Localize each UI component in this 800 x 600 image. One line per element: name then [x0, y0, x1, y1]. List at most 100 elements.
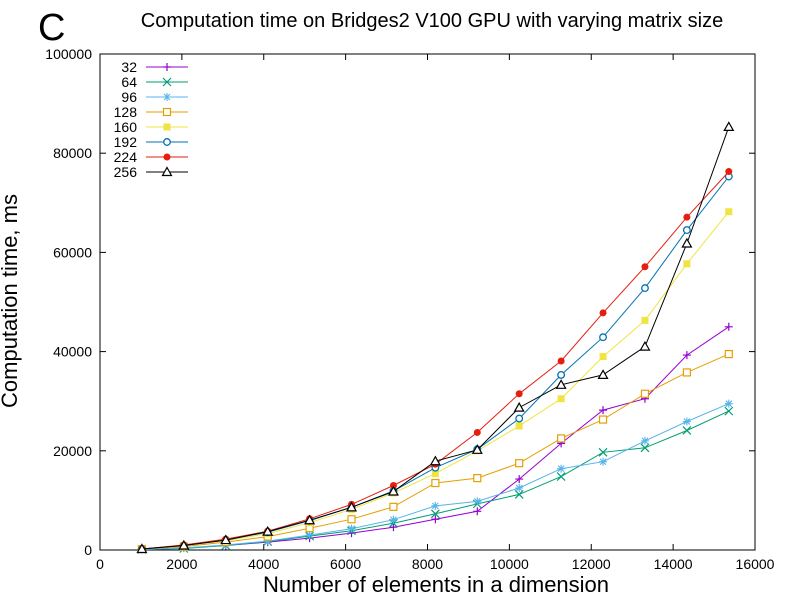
data-point [347, 524, 356, 533]
legend-label: 256 [114, 164, 138, 180]
x-tick-label: 0 [96, 556, 104, 572]
data-point [557, 434, 566, 443]
x-tick-label: 6000 [330, 556, 361, 572]
data-point [473, 507, 482, 516]
legend-label: 64 [121, 74, 137, 90]
data-point [429, 455, 441, 466]
data-point [347, 515, 356, 524]
data-point [682, 351, 691, 360]
series-32 [137, 322, 733, 554]
x-tick-label: 4000 [248, 556, 279, 572]
data-point [682, 368, 691, 377]
data-point [263, 537, 272, 546]
y-tick-label: 0 [84, 542, 92, 558]
data-point [641, 263, 649, 271]
data-point [599, 457, 608, 466]
x-axis-label: Number of elements in a dimension [263, 572, 609, 597]
data-point [431, 501, 440, 510]
y-tick-label: 60000 [53, 244, 92, 260]
data-point [639, 340, 651, 351]
data-point [514, 490, 524, 499]
x-tick-label: 8000 [412, 556, 443, 572]
data-point [683, 260, 691, 268]
data-point [431, 478, 440, 488]
data-point [599, 353, 607, 361]
y-axis-label: Computation time, ms [0, 194, 22, 408]
legend-label: 32 [121, 59, 137, 75]
data-point [724, 406, 734, 416]
data-point [556, 472, 566, 482]
y-tick-label: 20000 [53, 443, 92, 459]
data-point [163, 153, 171, 161]
data-point [513, 401, 525, 412]
data-point [387, 485, 399, 496]
data-point [473, 497, 482, 506]
data-point [555, 379, 567, 389]
y-tick-label: 40000 [53, 344, 92, 360]
data-point [163, 123, 171, 131]
data-point [723, 121, 735, 132]
data-point [305, 531, 314, 540]
legend-label: 160 [114, 119, 138, 135]
data-point [430, 509, 440, 519]
data-point [389, 502, 398, 511]
data-point [345, 501, 358, 512]
data-point [515, 390, 523, 398]
data-point [725, 168, 733, 176]
data-point [640, 389, 650, 398]
data-point [682, 426, 692, 435]
data-point [599, 406, 608, 415]
series-layer [136, 121, 735, 554]
data-point [163, 138, 171, 146]
x-tick-label: 10000 [490, 556, 529, 572]
series-160 [138, 208, 733, 553]
data-point [640, 436, 649, 445]
data-point [557, 370, 566, 379]
data-point [515, 422, 523, 430]
data-point [599, 333, 607, 342]
data-point [557, 357, 565, 365]
legend-label: 192 [114, 134, 138, 150]
data-point [163, 63, 171, 71]
data-point [557, 395, 565, 403]
x-tick-label: 12000 [572, 556, 611, 572]
data-point [641, 316, 649, 324]
data-point [389, 523, 398, 532]
data-point [136, 543, 148, 554]
data-point [515, 414, 524, 423]
data-point [161, 166, 173, 177]
legend-label: 96 [121, 89, 137, 105]
chart-title: Computation time on Bridges2 V100 GPU wi… [141, 10, 723, 32]
y-tick-label: 80000 [53, 145, 92, 161]
legend-label: 224 [114, 149, 138, 165]
series-224 [138, 168, 733, 553]
series-line [141, 171, 730, 550]
data-point [431, 515, 440, 524]
data-point [178, 539, 190, 550]
x-tick-label: 2000 [166, 556, 197, 572]
plot-area-frame [99, 53, 756, 551]
data-point [262, 525, 274, 536]
data-point [163, 93, 171, 101]
data-point [599, 309, 607, 317]
panel-label: C [38, 7, 65, 49]
data-point [598, 447, 608, 457]
data-point [597, 369, 609, 380]
series-line [141, 211, 730, 550]
data-point [473, 473, 482, 483]
data-point [641, 284, 649, 293]
data-point [681, 237, 693, 248]
data-point [598, 415, 608, 424]
data-point [473, 428, 481, 436]
legend-label: 128 [114, 104, 138, 120]
data-point [471, 444, 483, 454]
data-point [162, 77, 172, 87]
data-point [304, 514, 316, 525]
series-256 [136, 121, 735, 554]
series-line [141, 176, 730, 550]
data-point [515, 484, 524, 492]
data-point [431, 470, 439, 478]
data-point [724, 349, 733, 359]
